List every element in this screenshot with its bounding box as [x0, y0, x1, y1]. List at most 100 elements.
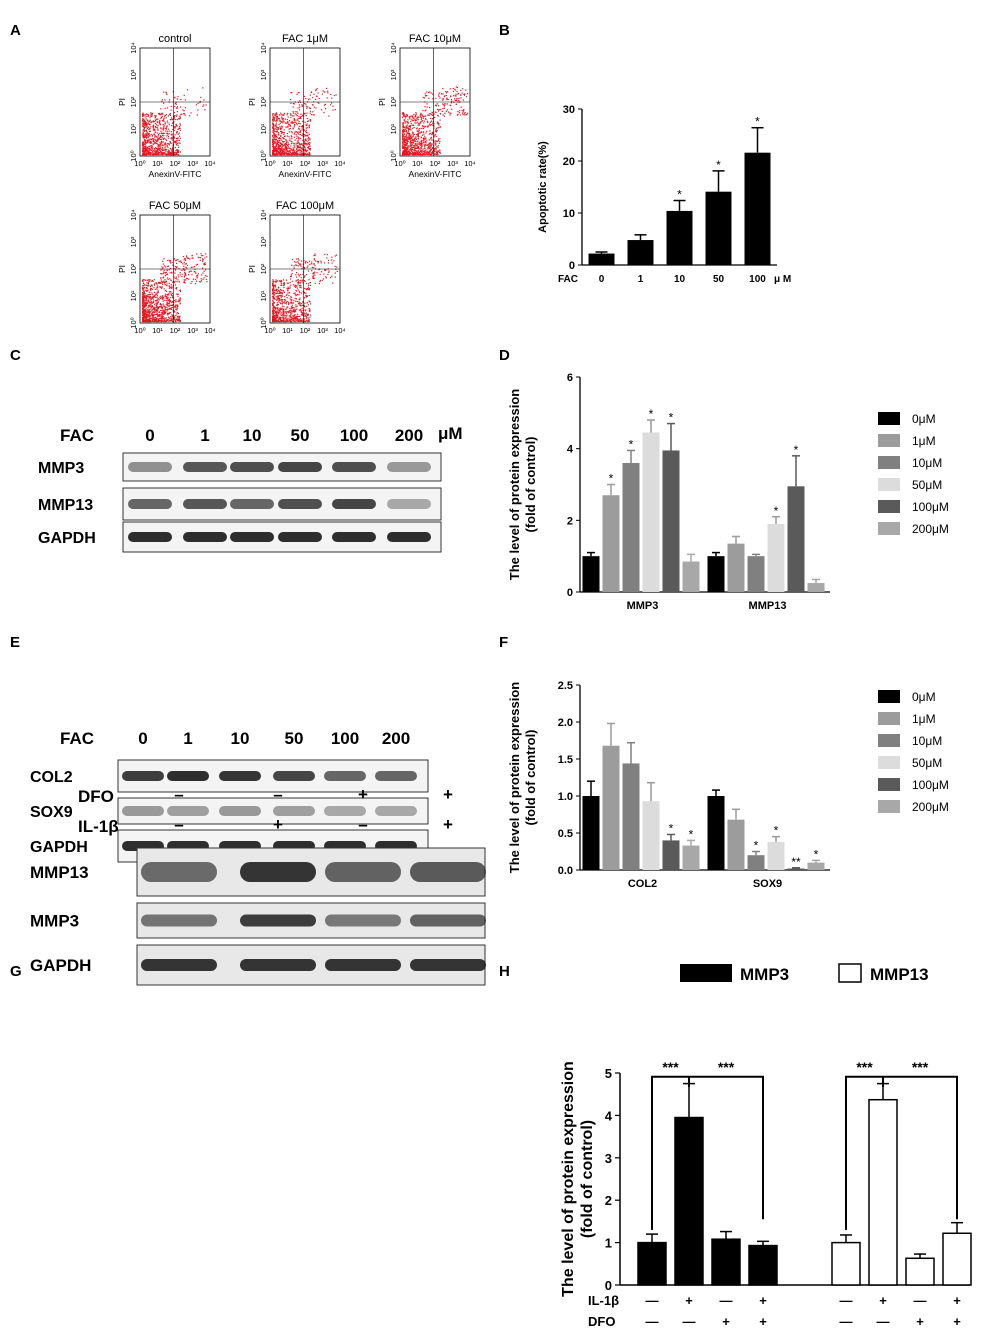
flow-dot: [166, 304, 168, 307]
flow-dot: [148, 302, 150, 304]
flow-dot: [327, 273, 329, 275]
flow-dot: [280, 280, 283, 282]
flow-x-tick: 10⁰: [394, 159, 405, 168]
flow-dot: [416, 118, 418, 120]
flow-dot: [410, 146, 412, 148]
flow-dot: [162, 309, 164, 311]
flow-dot: [443, 105, 445, 107]
flow-dot: [171, 317, 173, 319]
flow-dot: [298, 316, 300, 318]
flow-dot: [277, 147, 279, 149]
flow-dot: [295, 318, 297, 320]
flow-dot: [176, 131, 178, 133]
flow-dot: [175, 300, 177, 303]
flow-dot: [439, 97, 441, 99]
flow-dot: [298, 138, 300, 140]
flow-dot: [286, 140, 288, 142]
flow-dot: [144, 124, 146, 126]
flow-dot: [182, 256, 185, 258]
flow-dot: [175, 299, 177, 301]
flow-dot: [302, 136, 304, 138]
flow-dot: [415, 114, 417, 116]
flow-dot: [294, 292, 296, 294]
flow-dot: [291, 154, 293, 156]
flow-dot: [176, 140, 178, 142]
flow-dot: [282, 120, 284, 122]
flow-dot: [411, 145, 413, 147]
flow-dot: [305, 103, 307, 105]
flow-dot: [286, 306, 288, 308]
flow-x-tick: 10³: [317, 326, 328, 335]
flow-dot: [283, 129, 285, 131]
flow-dot: [292, 302, 295, 304]
flow-dot: [309, 284, 311, 286]
flow-dot: [196, 263, 198, 265]
flow-dot: [274, 120, 276, 122]
flow-dot: [145, 304, 148, 307]
flow-dot: [275, 135, 277, 137]
flow-dot: [435, 152, 438, 154]
flow-dot: [436, 152, 439, 154]
flow-dot: [151, 319, 153, 321]
flow-dot: [301, 307, 303, 309]
bar: [707, 796, 725, 870]
flow-dot: [303, 152, 306, 154]
flow-dot: [286, 149, 288, 151]
flow-dot: [178, 132, 180, 134]
flow-dot: [287, 144, 289, 147]
flow-dot: [305, 153, 307, 155]
flow-dot: [277, 139, 279, 142]
flow-dot: [159, 113, 161, 116]
flow-dot: [277, 313, 280, 315]
flow-dot: [160, 151, 163, 153]
flow-dot: [275, 296, 277, 298]
flow-x-tick: 10¹: [282, 159, 293, 168]
flow-dot: [454, 99, 456, 102]
flow-dot: [275, 320, 278, 322]
flow-dot: [414, 151, 416, 153]
flow-dot: [273, 146, 275, 148]
flow-dot: [314, 265, 316, 267]
flow-dot: [171, 314, 173, 316]
flow-dot: [176, 311, 178, 314]
flow-dot: [415, 138, 417, 140]
flow-dot: [172, 149, 174, 151]
flow-dot: [272, 153, 274, 155]
flow-dot: [407, 153, 409, 156]
flow-dot: [150, 299, 152, 301]
flow-dot: [294, 146, 296, 148]
flow-dot: [156, 126, 158, 128]
flow-dot: [286, 150, 288, 152]
flow-dot: [308, 308, 310, 310]
flow-dot: [327, 262, 329, 264]
y-axis-label: (fold of control): [523, 729, 538, 825]
flow-dot: [153, 149, 155, 151]
flow-dot: [161, 318, 163, 321]
flow-dot: [275, 315, 277, 317]
flow-dot: [167, 134, 169, 136]
flow-dot: [329, 104, 332, 106]
flow-dot: [287, 301, 290, 303]
flow-dot: [286, 320, 288, 322]
flow-dot: [421, 125, 424, 127]
flow-dot: [184, 113, 186, 115]
flow-dot: [150, 146, 152, 148]
flow-dot: [190, 282, 192, 284]
flow-dot: [307, 132, 309, 134]
flow-dot: [272, 320, 274, 322]
flow-dot: [402, 124, 404, 126]
flow-dot: [415, 112, 417, 114]
flow-dot: [308, 147, 310, 150]
flow-dot: [146, 127, 148, 130]
y-axis-label: Apoptotic rate(%): [537, 141, 549, 233]
flow-dot: [412, 152, 414, 154]
flow-dot: [296, 294, 298, 296]
flow-dot: [195, 272, 197, 274]
flow-dot: [285, 312, 287, 314]
flow-dot: [163, 320, 165, 323]
flow-dot: [177, 317, 179, 319]
flow-dot: [296, 150, 298, 152]
flow-dot: [168, 294, 170, 296]
flow-dot: [308, 294, 310, 297]
flow-dot: [408, 145, 410, 147]
